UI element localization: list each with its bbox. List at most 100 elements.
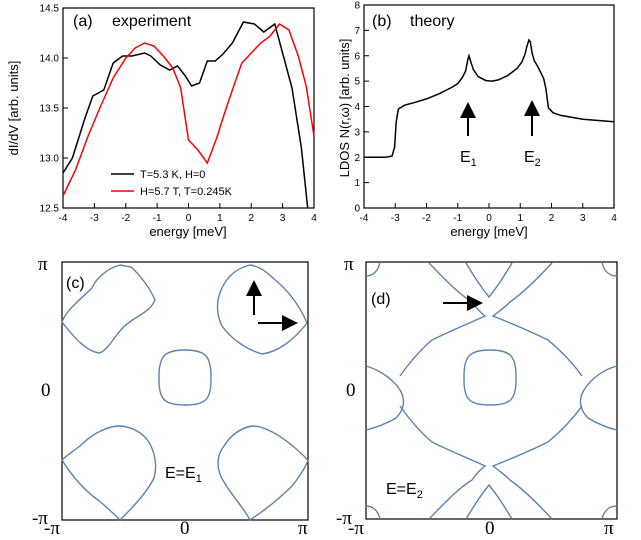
panel-d-ytick-bottom: -π — [336, 508, 352, 529]
web-top-crossing — [465, 262, 513, 299]
panel-c-energy-sub: 1 — [196, 473, 202, 485]
panel-b-title: theory — [410, 13, 454, 30]
panel-d-ytick-top: π — [344, 254, 354, 275]
panel-a-legend: T=5.3 K, H=0 H=5.7 T, T=0.245K — [111, 169, 233, 198]
panel-d-contours — [365, 261, 618, 520]
panel-c-xtick-mid: 0 — [180, 518, 190, 539]
corner-pocket-top-left — [61, 264, 156, 354]
panel-a-xlabel: energy [meV] — [149, 224, 226, 239]
legend-label-series-1: T=5.3 K, H=0 — [140, 169, 205, 181]
corner-arc-bottom-right — [601, 505, 618, 520]
x-tick-label: -1 — [153, 213, 162, 224]
corner-arc-top-left — [365, 261, 381, 277]
panel-b-theory: -4 -3 -2 -1 0 1 2 3 4 0 1 2 3 4 5 6 7 8 (b) theory energ… — [337, 1, 617, 240]
panel-d-xtick-mid: 0 — [485, 518, 495, 539]
panel-b-label: (b) — [372, 13, 392, 30]
series-line-1 — [364, 38, 615, 159]
x-tick-label: 4 — [611, 213, 617, 224]
y-tick-label: 4 — [354, 102, 360, 113]
x-tick-label: -3 — [90, 213, 99, 224]
corner-arc-bottom-left — [365, 505, 381, 520]
panel-d-ytick-mid: 0 — [346, 380, 356, 401]
x-tick-label: 2 — [549, 213, 555, 224]
panel-d-xtick-right: π — [604, 518, 614, 539]
y-tick-label: 14.0 — [40, 54, 60, 65]
e1-main: E — [460, 149, 471, 166]
panel-c-ytick-top: π — [38, 254, 48, 275]
series-line-2 — [62, 23, 315, 197]
web-lower-left — [399, 405, 487, 520]
y-tick-label: 3 — [354, 127, 360, 138]
y-tick-label: 6 — [354, 51, 360, 62]
e2-annotation: E2 — [524, 149, 541, 169]
panel-b-y-ticks: 0 1 2 3 4 5 6 7 8 — [354, 1, 369, 215]
e1-annotation: E1 — [460, 149, 477, 169]
y-tick-label: 1 — [354, 178, 360, 189]
x-tick-label: 0 — [186, 213, 192, 224]
panel-a-y-ticks: 12.5 13.0 13.5 14.0 14.5 — [40, 4, 68, 215]
y-tick-label: 13.0 — [40, 154, 60, 165]
panel-d-frame — [365, 261, 618, 520]
x-tick-label: 1 — [517, 213, 523, 224]
e2-sub: 2 — [535, 157, 541, 169]
y-tick-label: 13.5 — [40, 104, 60, 115]
panel-d-energy-sub: 2 — [417, 489, 423, 501]
panel-d-energy-main: E=E — [386, 481, 417, 498]
e2-main: E — [524, 149, 535, 166]
panel-c-xtick-left: -π — [44, 518, 60, 539]
y-tick-label: 7 — [354, 26, 360, 37]
x-tick-label: -2 — [422, 213, 431, 224]
web-bottom-crossing — [465, 483, 513, 520]
panel-a-ylabel: dI/dV [arb. units] — [6, 61, 21, 156]
x-tick-label: 1 — [217, 213, 223, 224]
x-tick-label: 2 — [248, 213, 254, 224]
panel-c-contours — [61, 264, 309, 522]
legend-label-series-2: H=5.7 T, T=0.245K — [140, 186, 233, 198]
x-tick-label: 0 — [486, 213, 492, 224]
corner-arc-top-right — [601, 261, 618, 277]
x-tick-label: -1 — [453, 213, 462, 224]
panel-c-xtick-right: π — [298, 518, 308, 539]
panel-c-fermi-surface: (c) E=E1 π 0 -π -π 0 π — [32, 254, 309, 539]
corner-pocket-top-right — [216, 264, 308, 355]
panel-d-xtick-left: -π — [348, 518, 364, 539]
web-upper-right — [491, 262, 583, 377]
y-tick-label: 12.5 — [40, 204, 60, 215]
panel-c-ytick-bottom: -π — [32, 508, 48, 529]
panel-a-experiment: -4 -3 -2 -1 0 1 2 3 4 12.5 13.0 13.5 14.0 14.5 (a) e… — [6, 4, 317, 240]
panel-a-label: (a) — [73, 13, 93, 30]
web-lower-right — [491, 405, 583, 520]
x-tick-label: 3 — [580, 213, 586, 224]
y-tick-label: 5 — [354, 77, 360, 88]
web-right-crossing — [579, 365, 618, 431]
x-tick-label: -4 — [360, 213, 369, 224]
central-pocket-d — [463, 349, 517, 406]
y-tick-label: 8 — [354, 1, 360, 12]
panel-b-ylabel: LDOS N(r,ω) [arb. units] — [337, 39, 352, 178]
corner-pocket-bottom-left — [61, 425, 157, 521]
web-upper-left — [399, 262, 487, 377]
panel-c-energy-main: E=E — [165, 465, 196, 482]
panel-d-label: (d) — [371, 291, 391, 308]
y-tick-label: 0 — [354, 204, 360, 215]
web-left-crossing — [365, 365, 405, 431]
panel-c-energy: E=E1 — [165, 465, 202, 485]
y-tick-label: 14.5 — [40, 4, 60, 15]
x-tick-label: -3 — [391, 213, 400, 224]
panel-b-series — [364, 38, 615, 159]
panel-c-frame — [61, 261, 309, 521]
x-tick-label: -4 — [59, 213, 68, 224]
panel-c-label: (c) — [66, 275, 85, 292]
x-tick-label: 3 — [280, 213, 286, 224]
panel-a-x-ticks: -4 -3 -2 -1 0 1 2 3 4 — [59, 203, 317, 224]
panel-b-x-ticks: -4 -3 -2 -1 0 1 2 3 4 — [360, 203, 617, 224]
e1-sub: 1 — [471, 157, 477, 169]
x-tick-label: 4 — [311, 213, 317, 224]
central-pocket-c — [158, 349, 212, 406]
panel-c-ytick-mid: 0 — [41, 380, 51, 401]
panel-b-xlabel: energy [meV] — [450, 224, 527, 239]
y-tick-label: 2 — [354, 153, 360, 164]
series-line-1 — [62, 21, 309, 209]
x-tick-label: -2 — [121, 213, 130, 224]
